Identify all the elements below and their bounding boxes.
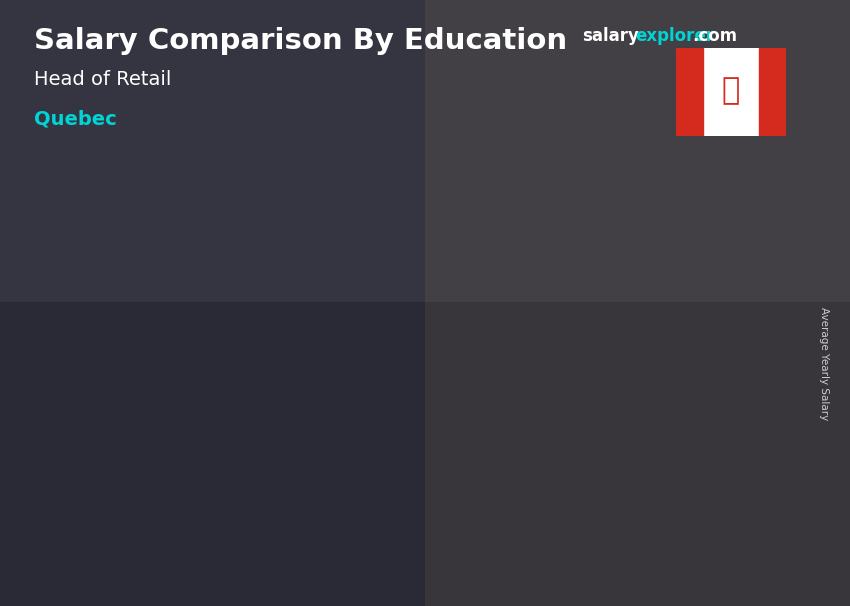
Bar xyxy=(620,234,629,527)
Bar xyxy=(459,290,544,527)
Text: explorer: explorer xyxy=(635,27,714,45)
Bar xyxy=(450,290,459,527)
Text: .com: .com xyxy=(692,27,737,45)
Text: 229,000 CAD: 229,000 CAD xyxy=(456,269,547,283)
Text: +24%: +24% xyxy=(552,152,620,171)
Text: 284,000 CAD: 284,000 CAD xyxy=(626,212,717,227)
Text: Average Yearly Salary: Average Yearly Salary xyxy=(819,307,829,420)
Bar xyxy=(196,367,204,527)
Bar xyxy=(119,367,204,373)
Text: 155,000 CAD: 155,000 CAD xyxy=(116,346,207,360)
Bar xyxy=(289,347,374,527)
Bar xyxy=(629,234,714,527)
Text: 174,000 CAD: 174,000 CAD xyxy=(286,326,377,340)
Text: +13%: +13% xyxy=(212,265,280,285)
Bar xyxy=(280,347,289,527)
Bar xyxy=(289,347,374,354)
Text: 🍁: 🍁 xyxy=(722,76,740,105)
Text: Head of Retail: Head of Retail xyxy=(34,70,172,88)
Bar xyxy=(366,347,374,527)
Text: Salary Comparison By Education: Salary Comparison By Education xyxy=(34,27,567,55)
Text: Quebec: Quebec xyxy=(34,109,116,128)
Text: salary: salary xyxy=(582,27,639,45)
Bar xyxy=(758,48,786,136)
Bar xyxy=(706,234,714,527)
Text: +32%: +32% xyxy=(382,208,450,228)
Bar xyxy=(536,290,544,527)
Bar xyxy=(119,367,204,527)
Bar xyxy=(459,290,544,299)
Bar xyxy=(110,367,119,527)
Bar xyxy=(676,48,703,136)
Bar xyxy=(629,234,714,244)
